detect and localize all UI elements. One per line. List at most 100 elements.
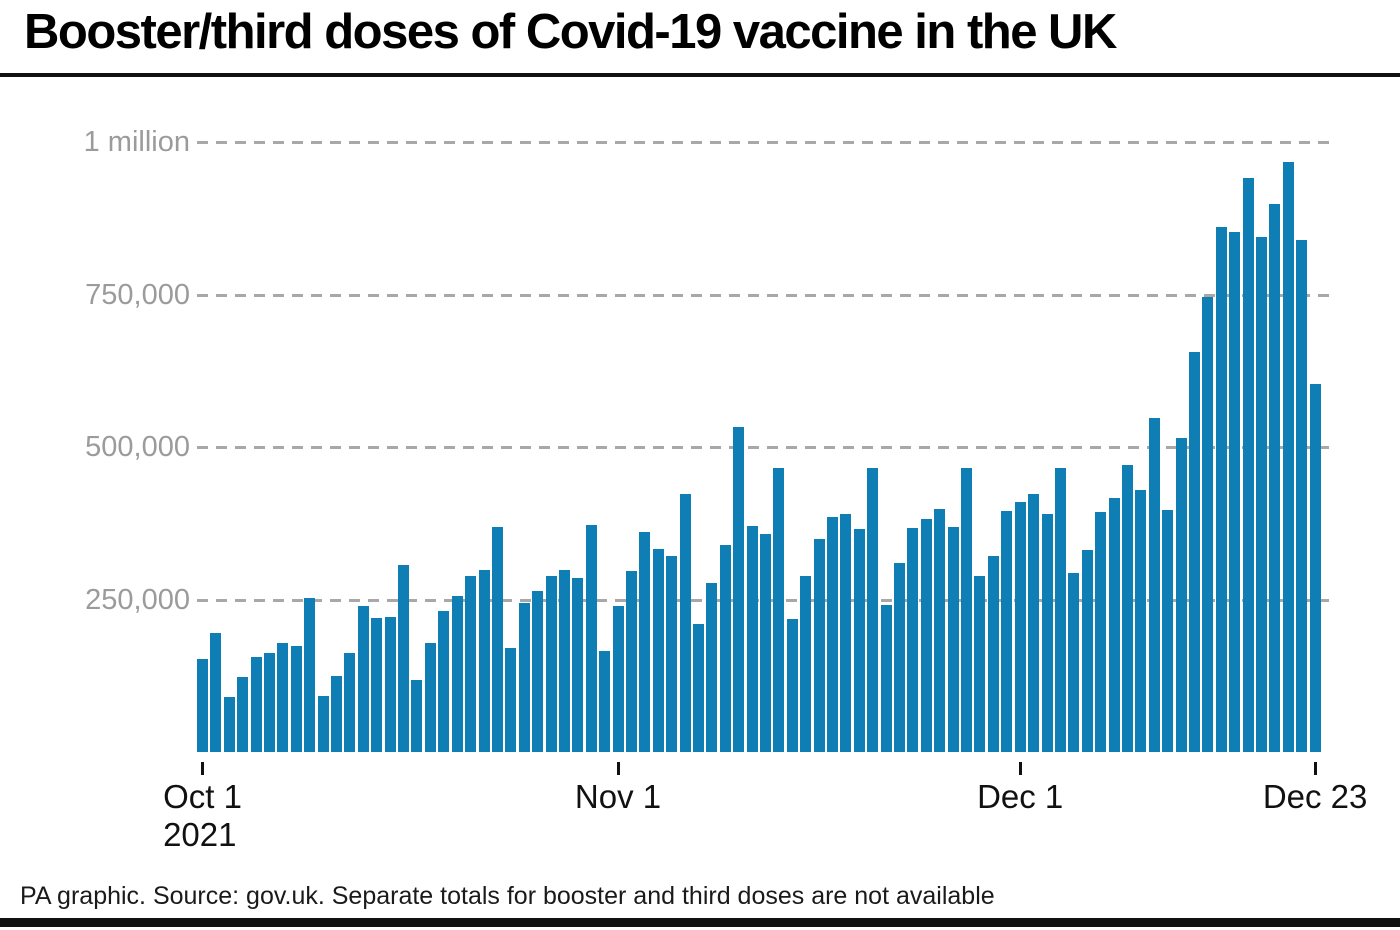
bar-nov-3 — [639, 532, 651, 752]
bar-oct-22 — [478, 570, 490, 752]
bar-oct-4 — [237, 677, 249, 752]
bar-oct-30 — [585, 525, 597, 752]
bar-nov-21 — [880, 605, 892, 752]
bar-dec-20 — [1269, 204, 1281, 752]
bar-nov-11 — [746, 525, 758, 752]
bar-dec-18 — [1242, 178, 1254, 752]
bar-dec-14 — [1188, 351, 1200, 752]
bar-oct-10 — [317, 695, 329, 752]
bar-dec-3 — [1041, 513, 1053, 752]
bar-dec-12 — [1162, 509, 1174, 752]
bar-nov-25 — [934, 509, 946, 752]
bar-nov-7 — [692, 623, 704, 752]
bar-dec-17 — [1229, 232, 1241, 752]
x-tick-oct-1 — [201, 762, 204, 775]
x-axis-label-oct-1: Oct 1 2021 — [163, 778, 242, 853]
bar-oct-27 — [545, 576, 557, 752]
bar-dec-1 — [1014, 501, 1026, 752]
bar-nov-26 — [947, 526, 959, 752]
bar-oct-2 — [210, 633, 222, 752]
bar-nov-4 — [652, 548, 664, 752]
bar-oct-25 — [518, 603, 530, 752]
bar-nov-6 — [679, 494, 691, 752]
bar-nov-5 — [666, 555, 678, 752]
bar-nov-14 — [786, 619, 798, 752]
bar-nov-24 — [920, 519, 932, 752]
bar-dec-10 — [1135, 490, 1147, 752]
x-tick-dec-1 — [1018, 762, 1022, 775]
booster-doses-bar-chart: 1 million 750,000 500,000 250,000 — [0, 126, 1400, 752]
x-axis: Oct 1 2021 Nov 1 Dec 1 Dec 23 — [0, 752, 1400, 877]
bar-dec-16 — [1215, 227, 1227, 752]
bar-oct-14 — [371, 617, 383, 752]
bar-oct-3 — [223, 697, 235, 752]
bar-oct-19 — [438, 610, 450, 752]
bar-dec-4 — [1054, 467, 1066, 752]
bar-dec-8 — [1108, 498, 1120, 752]
bar-dec-6 — [1081, 549, 1093, 752]
bar-nov-16 — [813, 538, 825, 752]
bar-dec-2 — [1028, 494, 1040, 752]
bar-nov-17 — [827, 516, 839, 752]
bar-dec-19 — [1255, 236, 1267, 752]
bar-nov-23 — [907, 528, 919, 752]
bar-oct-16 — [398, 565, 410, 752]
bar-dec-23 — [1309, 384, 1321, 752]
x-axis-label-dec-23: Dec 23 — [1262, 778, 1368, 815]
bar-dec-22 — [1296, 239, 1308, 752]
bar-dec-7 — [1095, 512, 1107, 752]
bar-oct-23 — [491, 526, 503, 752]
bar-oct-18 — [424, 643, 436, 752]
bar-nov-19 — [853, 528, 865, 752]
bar-nov-12 — [760, 533, 771, 752]
bar-oct-9 — [304, 598, 316, 752]
y-axis-label-250000: 250,000 — [85, 584, 190, 616]
gridline-750000 — [197, 294, 1330, 297]
bar-dec-21 — [1282, 161, 1294, 752]
gridline-1000000 — [197, 141, 1330, 144]
bar-oct-21 — [465, 575, 477, 752]
bar-dec-11 — [1148, 417, 1160, 752]
page-title: Booster/third doses of Covid-19 vaccine … — [24, 5, 1117, 59]
bar-oct-7 — [277, 643, 289, 752]
bar-nov-15 — [800, 575, 812, 752]
x-axis-label-dec-1: Dec 1 — [977, 778, 1064, 815]
bar-nov-18 — [840, 514, 852, 752]
x-tick-dec-23 — [1313, 762, 1317, 775]
bar-dec-9 — [1121, 465, 1133, 752]
bar-dec-13 — [1175, 437, 1187, 752]
bar-nov-1 — [612, 605, 624, 752]
x-tick-nov-1 — [616, 762, 620, 775]
bar-nov-30 — [1001, 511, 1013, 752]
bar-oct-28 — [558, 570, 570, 752]
bar-oct-29 — [572, 578, 584, 752]
y-axis-label-500000: 500,000 — [85, 431, 190, 463]
bar-nov-9 — [719, 545, 731, 752]
source-note: PA graphic. Source: gov.uk. Separate tot… — [20, 882, 995, 910]
x-axis-label-nov-1: Nov 1 — [574, 778, 662, 815]
bar-oct-17 — [411, 680, 423, 752]
bar-oct-20 — [451, 595, 463, 752]
bar-oct-11 — [331, 676, 343, 752]
bar-oct-15 — [384, 616, 396, 752]
bar-oct-24 — [505, 648, 517, 752]
bar-nov-13 — [773, 468, 785, 752]
bar-oct-13 — [357, 606, 369, 752]
bar-oct-1 — [197, 658, 208, 752]
bar-nov-22 — [894, 562, 906, 752]
bar-oct-5 — [250, 656, 262, 752]
bar-oct-12 — [344, 652, 356, 752]
bar-dec-5 — [1068, 573, 1080, 752]
y-axis-label-750000: 750,000 — [85, 279, 190, 311]
bar-nov-29 — [987, 556, 999, 752]
bar-nov-8 — [706, 583, 718, 752]
bar-nov-2 — [625, 571, 637, 752]
bar-nov-20 — [867, 467, 879, 752]
plot-area — [197, 141, 1337, 752]
x-axis-sublabel-year: 2021 — [163, 816, 237, 853]
bottom-rule — [0, 918, 1400, 927]
gridline-500000 — [197, 446, 1330, 449]
bar-nov-10 — [733, 426, 745, 752]
bar-oct-31 — [599, 651, 611, 752]
bar-nov-27 — [961, 467, 973, 752]
